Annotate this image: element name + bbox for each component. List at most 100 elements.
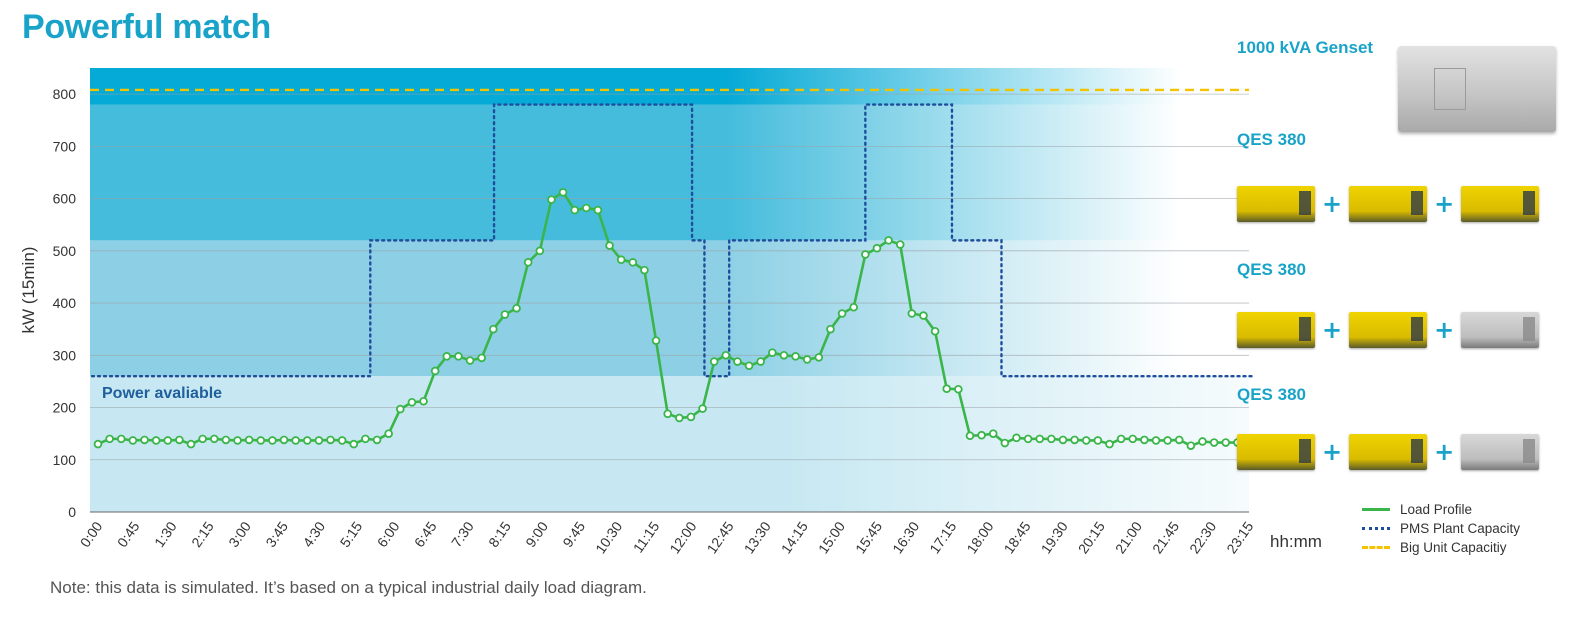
x-tick-label: 4:30 — [299, 518, 328, 550]
load-profile-point — [872, 243, 882, 253]
load-profile-point — [326, 435, 335, 445]
legend-label: PMS Plant Capacity — [1400, 521, 1521, 536]
plus-sign: + — [1434, 438, 1455, 466]
load-profile-point — [779, 350, 789, 360]
band-top-extension — [90, 68, 1249, 105]
x-tick-label: 9:45 — [559, 518, 588, 550]
load-profile-point — [733, 357, 742, 366]
load-profile-point — [1163, 436, 1172, 445]
x-tick-label: 17:15 — [926, 518, 959, 556]
load-profile-point — [651, 336, 661, 345]
load-profile-point — [965, 431, 975, 441]
load-profile-point — [826, 324, 835, 334]
big-genset-image — [1398, 46, 1556, 132]
load-profile-point — [500, 310, 510, 319]
load-profile-point — [756, 357, 765, 366]
load-profile-point — [163, 436, 173, 445]
load-profile-point — [1209, 438, 1219, 447]
x-tick-label: 16:30 — [889, 518, 922, 556]
genset-row-three-active: + + — [1237, 186, 1540, 222]
load-profile-point — [395, 404, 405, 414]
y-tick-label: 300 — [53, 347, 77, 363]
load-profile-point — [1221, 438, 1231, 447]
load-profile-point — [570, 205, 579, 215]
x-tick-label: 21:45 — [1149, 518, 1182, 556]
load-profile-point — [291, 436, 300, 445]
load-profile-point — [919, 311, 928, 320]
load-profile-point — [558, 188, 568, 197]
load-profile-point — [593, 205, 603, 215]
load-profile-point — [791, 352, 800, 361]
load-profile-point — [105, 434, 114, 444]
band-2 — [90, 240, 1249, 377]
load-profile-point — [337, 436, 347, 445]
load-profile-point — [175, 435, 184, 445]
load-profile-point — [907, 309, 917, 318]
genset-grey-icon — [1461, 312, 1540, 348]
load-profile-point — [954, 384, 963, 394]
x-tick-label: 0:45 — [114, 518, 143, 550]
legend-item-pms-capacity: PMS Plant Capacity — [1362, 519, 1520, 538]
load-profile-point — [128, 436, 138, 445]
x-tick-label: 9:00 — [522, 518, 551, 550]
big-unit-label: 1000 kVA Genset — [1237, 38, 1374, 57]
load-profile-point — [419, 396, 428, 406]
load-profile-point — [279, 435, 289, 445]
load-profile-point — [663, 409, 672, 419]
power-available-annotation: Power avaliable — [102, 385, 222, 402]
load-profile-point — [640, 265, 649, 275]
x-tick-label: 3:00 — [225, 518, 254, 550]
load-profile-point — [256, 436, 266, 445]
load-profile-point — [814, 353, 824, 362]
load-profile-point — [802, 355, 812, 364]
load-profile-point — [1000, 438, 1010, 448]
load-profile-point — [768, 348, 777, 357]
x-tick-label: 23:15 — [1223, 518, 1256, 556]
x-tick-label: 7:30 — [448, 518, 477, 550]
load-profile-point — [709, 357, 719, 366]
load-profile-point — [988, 429, 998, 438]
genset-yellow-icon — [1349, 312, 1428, 348]
load-profile-point — [675, 413, 684, 423]
load-profile-point — [488, 324, 498, 334]
load-profile-point — [884, 236, 893, 245]
plus-sign: + — [1434, 190, 1455, 218]
load-profile-point — [1186, 441, 1196, 450]
band-3 — [90, 104, 1249, 241]
genset-yellow-icon — [1349, 434, 1428, 470]
footnote: Note: this data is simulated. It’s based… — [50, 578, 647, 597]
load-profile-point — [1151, 436, 1161, 445]
load-profile-point — [465, 356, 475, 365]
load-profile-point — [837, 309, 847, 318]
y-tick-label: 100 — [53, 452, 77, 468]
load-profile-point — [268, 436, 277, 445]
x-tick-label: 15:45 — [852, 518, 885, 556]
legend-label: Big Unit Capacitiy — [1400, 540, 1507, 555]
x-tick-label: 2:15 — [188, 518, 217, 550]
load-profile-point — [442, 352, 452, 361]
x-tick-label: 12:00 — [666, 518, 699, 556]
load-profile-point — [535, 246, 545, 256]
load-profile-point — [1070, 435, 1079, 445]
load-profile-point — [930, 326, 940, 336]
plus-sign: + — [1434, 316, 1455, 344]
load-profile-point — [1081, 436, 1091, 445]
legend-item-big-unit: Big Unit Capacitiy — [1362, 538, 1520, 557]
load-profile-point — [314, 436, 324, 445]
load-profile-point — [349, 439, 359, 449]
load-profile-point — [1023, 434, 1033, 444]
load-profile-point — [140, 435, 149, 445]
x-tick-label: 18:00 — [963, 518, 996, 556]
load-profile-point — [1174, 435, 1184, 445]
load-profile-point — [861, 250, 870, 259]
load-profile-point — [582, 203, 591, 213]
x-tick-label: 20:15 — [1075, 518, 1108, 556]
load-profile-point — [186, 439, 196, 449]
load-profile-point — [895, 240, 905, 249]
x-axis-label: hh:mm — [1270, 532, 1322, 551]
load-profile-point — [454, 352, 463, 361]
y-tick-label: 800 — [53, 86, 77, 102]
load-profile-point — [721, 350, 731, 360]
y-tick-label: 500 — [53, 243, 77, 259]
